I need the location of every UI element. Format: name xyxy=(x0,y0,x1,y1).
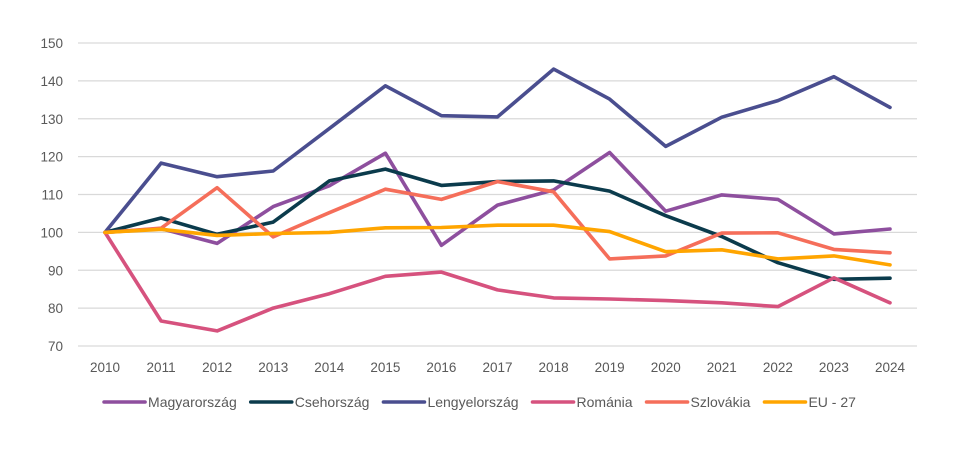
legend-label: EU - 27 xyxy=(808,394,856,410)
x-tick-label: 2013 xyxy=(258,360,288,375)
legend: Magyarország Csehország Lengyelország Román… xyxy=(102,394,856,410)
x-tick-label: 2010 xyxy=(90,360,120,375)
y-tick-label: 140 xyxy=(40,74,63,89)
x-tick-label: 2018 xyxy=(539,360,569,375)
y-tick-label: 80 xyxy=(48,301,63,316)
y-tick-label: 130 xyxy=(40,112,63,127)
x-tick-label: 2011 xyxy=(147,360,176,375)
y-tick-label: 70 xyxy=(48,339,63,354)
legend-label: Románia xyxy=(577,394,633,410)
series-line-szlov-kia xyxy=(103,179,892,261)
series-line-eu-27 xyxy=(103,223,892,267)
legend-label: Szlovákia xyxy=(691,394,751,410)
y-tick-label: 150 xyxy=(40,36,63,51)
legend-label: Magyarország xyxy=(148,394,237,410)
x-tick-label: 2017 xyxy=(482,360,512,375)
legend-item-rom-nia: Románia xyxy=(530,394,633,410)
x-tick-label: 2020 xyxy=(651,360,681,375)
legend-item-szlov-kia: Szlovákia xyxy=(644,394,751,410)
x-tick-label: 2014 xyxy=(314,360,345,375)
series-lines xyxy=(103,67,892,333)
legend-label: Lengyelország xyxy=(427,394,518,410)
x-tick-label: 2015 xyxy=(370,360,400,375)
y-axis-tick-labels: 70 80 90 100 110 120 130 140 150 xyxy=(40,36,63,354)
series-line-rom-nia xyxy=(103,230,892,333)
x-tick-label: 2021 xyxy=(707,360,737,375)
y-tick-label: 120 xyxy=(40,150,63,165)
x-tick-label: 2022 xyxy=(763,360,793,375)
y-tick-label: 90 xyxy=(48,263,63,278)
series-line-lengyelorsz-g xyxy=(103,67,892,235)
legend-item-csehorsz-g: Csehország xyxy=(248,394,370,410)
legend-item-magyarorsz-g: Magyarország xyxy=(102,394,237,410)
legend-item-lengyelorsz-g: Lengyelország xyxy=(381,394,519,410)
legend-item-eu-27: EU - 27 xyxy=(762,394,856,410)
x-tick-label: 2024 xyxy=(875,360,906,375)
x-tick-label: 2019 xyxy=(595,360,625,375)
y-tick-label: 110 xyxy=(41,188,63,203)
x-tick-label: 2016 xyxy=(426,360,456,375)
x-tick-label: 2023 xyxy=(819,360,849,375)
legend-label: Csehország xyxy=(295,394,370,410)
x-tick-label: 2012 xyxy=(202,360,232,375)
y-tick-label: 100 xyxy=(40,225,63,240)
x-axis-tick-labels: 2010 2011 2012 2013 2014 2015 2016 2017 2018 2019… xyxy=(90,360,906,375)
